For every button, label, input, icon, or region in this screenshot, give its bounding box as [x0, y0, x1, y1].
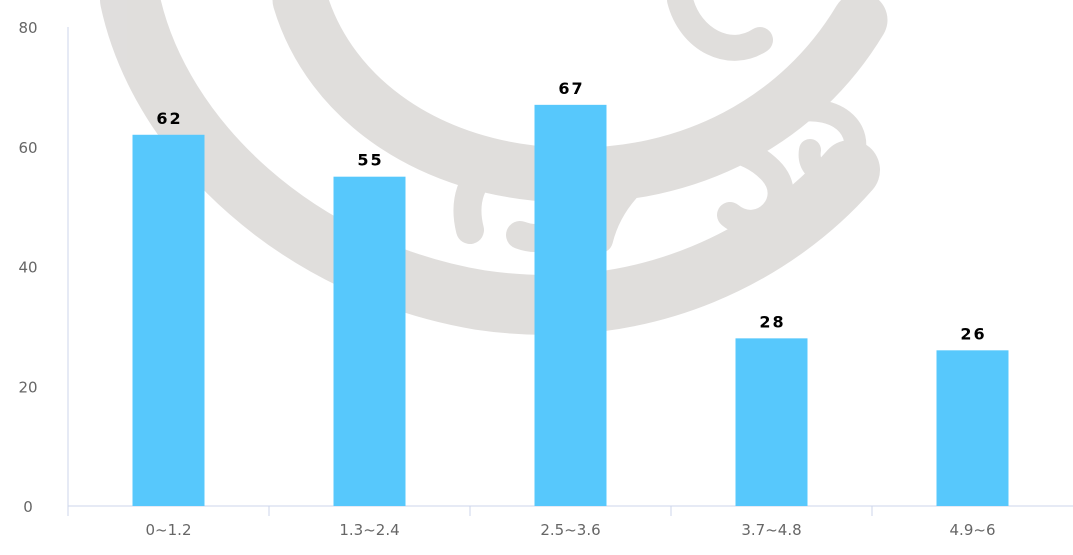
bars — [132, 104, 1009, 507]
bar — [735, 338, 808, 506]
y-tick-label: 0 — [23, 498, 33, 516]
data-label: 62 — [156, 109, 182, 128]
data-label: 67 — [558, 79, 584, 98]
y-tick-label: 40 — [18, 259, 37, 277]
data-labels: 62 55 67 28 26 — [156, 79, 986, 343]
y-tick-label: 20 — [18, 378, 37, 396]
bar — [333, 176, 406, 506]
y-tick-label: 80 — [18, 19, 37, 37]
bar — [534, 104, 607, 507]
background-watermark — [100, 0, 888, 335]
y-axis-ticks: 0 20 40 60 80 — [18, 19, 37, 516]
x-axis-ticks: 0~1.2 1.3~2.4 2.5~3.6 3.7~4.8 4.9~6 — [67, 506, 996, 539]
y-tick-label: 60 — [18, 139, 37, 157]
bar — [132, 134, 205, 506]
x-tick-label: 1.3~2.4 — [339, 521, 399, 539]
data-label: 55 — [357, 151, 383, 170]
bar — [936, 350, 1009, 506]
x-tick-label: 4.9~6 — [950, 521, 996, 539]
x-tick-label: 2.5~3.6 — [540, 521, 600, 539]
data-label: 28 — [759, 312, 785, 331]
data-label: 26 — [960, 324, 986, 343]
x-tick-label: 0~1.2 — [146, 521, 192, 539]
x-tick-label: 3.7~4.8 — [741, 521, 801, 539]
